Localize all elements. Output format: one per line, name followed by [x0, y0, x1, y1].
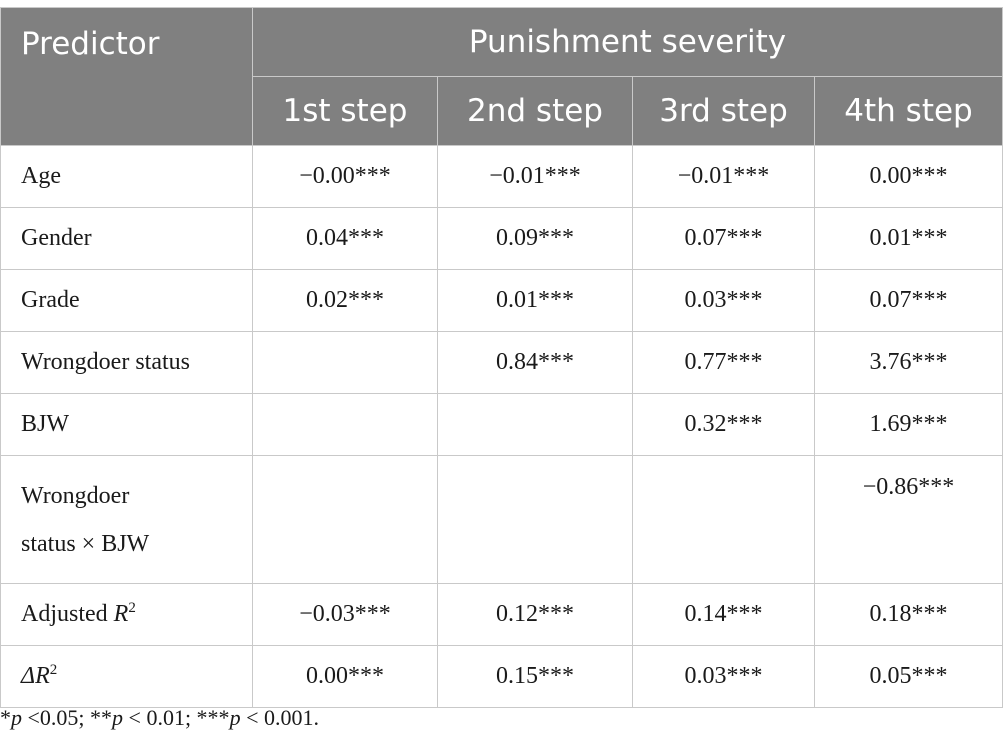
cell-value: 0.00***	[813, 145, 1004, 208]
cell-value: 0.02***	[252, 269, 438, 332]
cell-value	[437, 455, 633, 584]
cell-value: −0.86***	[813, 455, 1004, 584]
cell-value	[252, 393, 438, 456]
cell-value: 0.32***	[632, 393, 815, 456]
cell-value	[252, 331, 438, 394]
footnote-p: p	[112, 705, 124, 730]
row-label-superscript: 2	[49, 662, 58, 678]
cell-value: 0.00***	[252, 645, 438, 708]
cell-value: 0.03***	[632, 645, 815, 708]
table-row: Grade 0.02*** 0.01*** 0.03*** 0.07***	[0, 269, 1004, 332]
step-3-header: 3rd step	[632, 76, 815, 146]
table-row: BJW 0.32*** 1.69***	[0, 393, 1004, 456]
row-label-italic: ΔR	[21, 663, 50, 689]
table-row: Wrongdoer status × BJW −0.86***	[0, 455, 1004, 584]
cell-value: −0.01***	[632, 145, 815, 208]
row-label: Age	[0, 145, 253, 208]
footnote-text: <0.05; **	[22, 705, 113, 730]
punishment-severity-header: Punishment severity	[251, 7, 1004, 77]
cell-value: 0.15***	[437, 645, 633, 708]
predictor-header: Predictor	[0, 7, 253, 146]
cell-value: −0.01***	[437, 145, 633, 208]
row-label: Adjusted R2	[0, 583, 253, 646]
row-label-line-1: Wrongdoer	[21, 482, 130, 509]
cell-value: 3.76***	[813, 331, 1004, 394]
cell-value: 0.77***	[632, 331, 815, 394]
row-label-text: Adjusted	[21, 601, 114, 627]
cell-value: 0.07***	[632, 207, 815, 270]
cell-value: 0.03***	[632, 269, 815, 332]
footnote-p: p	[11, 705, 22, 730]
step-4-header: 4th step	[813, 76, 1004, 146]
table-row: ΔR2 0.00*** 0.15*** 0.03*** 0.05***	[0, 645, 1004, 708]
row-label: Gender	[0, 207, 253, 270]
table-footnote: *p <0.05; **p < 0.01; ***p < 0.001.	[0, 705, 319, 731]
row-label-superscript: 2	[128, 600, 136, 616]
table-row: Gender 0.04*** 0.09*** 0.07*** 0.01***	[0, 207, 1004, 270]
cell-value: 0.18***	[813, 583, 1004, 646]
cell-value: 0.04***	[252, 207, 438, 270]
cell-value: 0.09***	[437, 207, 633, 270]
cell-value: −0.00***	[252, 145, 438, 208]
cell-value: −0.03***	[252, 583, 438, 646]
cell-value: 1.69***	[813, 393, 1004, 456]
footnote-text: < 0.01; ***	[123, 705, 230, 730]
footnote-text: < 0.001.	[240, 705, 319, 730]
cell-value: 0.07***	[813, 269, 1004, 332]
row-label: Wrongdoer status × BJW	[0, 455, 253, 584]
table-row: Wrongdoer status 0.84*** 0.77*** 3.76***	[0, 331, 1004, 394]
row-label: BJW	[0, 393, 253, 456]
step-2-header: 2nd step	[437, 76, 633, 146]
row-label: Grade	[0, 269, 253, 332]
cell-value: 0.84***	[437, 331, 633, 394]
table-row: Adjusted R2 −0.03*** 0.12*** 0.14*** 0.1…	[0, 583, 1004, 646]
cell-value	[252, 455, 438, 584]
cell-value	[632, 455, 815, 584]
row-label-line-2: status × BJW	[21, 530, 150, 557]
cell-value: 0.05***	[813, 645, 1004, 708]
row-label: ΔR2	[0, 645, 253, 708]
footnote-p: p	[229, 705, 241, 730]
cell-value: 0.12***	[437, 583, 633, 646]
regression-table: Predictor Punishment severity 1st step 2…	[0, 7, 1004, 708]
row-label-italic: R	[113, 601, 129, 627]
cell-value: 0.01***	[437, 269, 633, 332]
cell-value: 0.14***	[632, 583, 815, 646]
row-label: Wrongdoer status	[0, 331, 253, 394]
table-row: Age −0.00*** −0.01*** −0.01*** 0.00***	[0, 145, 1004, 208]
step-1-header: 1st step	[252, 76, 438, 146]
footnote-star: *	[0, 705, 11, 730]
cell-value	[437, 393, 633, 456]
cell-value: 0.01***	[813, 207, 1004, 270]
